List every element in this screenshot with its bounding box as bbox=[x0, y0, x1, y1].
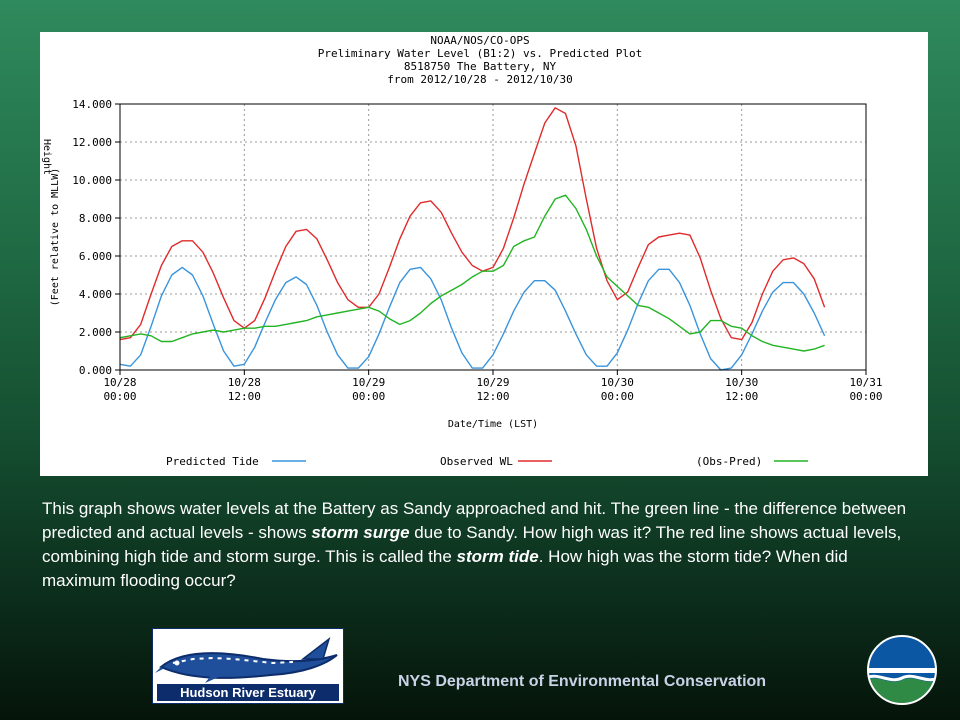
x-axis-ticks: 10/2800:0010/2812:0010/2900:0010/2912:00… bbox=[103, 370, 883, 403]
x-tick-date: 10/29 bbox=[352, 376, 385, 389]
y-tick-label: 6.000 bbox=[79, 250, 112, 263]
plot-frame bbox=[119, 103, 867, 371]
caption-text: This graph shows water levels at the Bat… bbox=[42, 497, 922, 593]
legend-label: Observed WL bbox=[440, 455, 513, 468]
chart-title-line: from 2012/10/28 - 2012/10/30 bbox=[387, 73, 572, 86]
x-axis-label: Date/Time (LST) bbox=[448, 419, 538, 430]
hudson-river-estuary-logo: Hudson River Estuary bbox=[152, 628, 344, 704]
legend-label: Predicted Tide bbox=[166, 455, 259, 468]
x-tick-time: 00:00 bbox=[849, 390, 882, 403]
y-axis-label: (Feet relative to MLLW) bbox=[50, 168, 61, 306]
series-line-obs-pred bbox=[119, 194, 825, 352]
chart-series bbox=[119, 107, 826, 371]
nys-dec-logo bbox=[866, 634, 938, 706]
chart-title-line: 8518750 The Battery, NY bbox=[404, 60, 557, 73]
x-tick-date: 10/30 bbox=[601, 376, 634, 389]
dec-emblem-icon bbox=[867, 635, 937, 705]
caption-storm-surge: storm surge bbox=[311, 523, 410, 542]
y-tick-label: 2.000 bbox=[79, 326, 112, 339]
x-tick-time: 12:00 bbox=[476, 390, 509, 403]
caption-part-3: . How high was the storm tide? When did … bbox=[42, 547, 848, 590]
legend-label: (Obs-Pred) bbox=[696, 455, 762, 468]
x-tick-date: 10/28 bbox=[103, 376, 136, 389]
logo-text: Hudson River Estuary bbox=[180, 685, 317, 700]
x-tick-date: 10/31 bbox=[849, 376, 882, 389]
y-tick-label: 10.000 bbox=[72, 174, 112, 187]
caption-part-1: This graph shows water levels at the Bat… bbox=[42, 499, 907, 542]
footer-department-name: NYS Department of Environmental Conserva… bbox=[398, 673, 767, 690]
y-axis-ticks: 0.000 2.000 4.000 6.000 8.000 10.000 12.000 14.… bbox=[72, 98, 120, 377]
chart-legend: Predicted Tide Observed WL (Obs-Pred) bbox=[166, 455, 808, 468]
x-tick-time: 12:00 bbox=[228, 390, 261, 403]
series-line-observed-wl bbox=[119, 107, 826, 341]
caption-part-2: due to Sandy. How high was it? The red l… bbox=[42, 523, 902, 566]
y-tick-label: 0.000 bbox=[79, 364, 112, 377]
x-tick-date: 10/28 bbox=[228, 376, 261, 389]
x-tick-date: 10/29 bbox=[476, 376, 509, 389]
series-line-predicted-tide bbox=[119, 266, 826, 371]
chart-title-line: NOAA/NOS/CO-OPS bbox=[430, 34, 529, 47]
caption-storm-tide: storm tide bbox=[456, 547, 539, 566]
y-tick-label: 4.000 bbox=[79, 288, 112, 301]
y-tick-label: 14.000 bbox=[72, 98, 112, 111]
y-tick-label: 12.000 bbox=[72, 136, 112, 149]
sturgeon-icon: Hudson River Estuary bbox=[155, 636, 339, 701]
x-tick-time: 00:00 bbox=[601, 390, 634, 403]
chart-title-line: Preliminary Water Level (B1:2) vs. Predi… bbox=[318, 47, 643, 60]
water-level-chart: NOAA/NOS/CO-OPS Preliminary Water Level (… bbox=[40, 32, 928, 476]
x-tick-time: 12:00 bbox=[725, 390, 758, 403]
x-tick-date: 10/30 bbox=[725, 376, 758, 389]
x-tick-time: 00:00 bbox=[352, 390, 385, 403]
x-tick-time: 00:00 bbox=[103, 390, 136, 403]
y-tick-label: 8.000 bbox=[79, 212, 112, 225]
y-axis-label-height: Height bbox=[41, 139, 52, 175]
